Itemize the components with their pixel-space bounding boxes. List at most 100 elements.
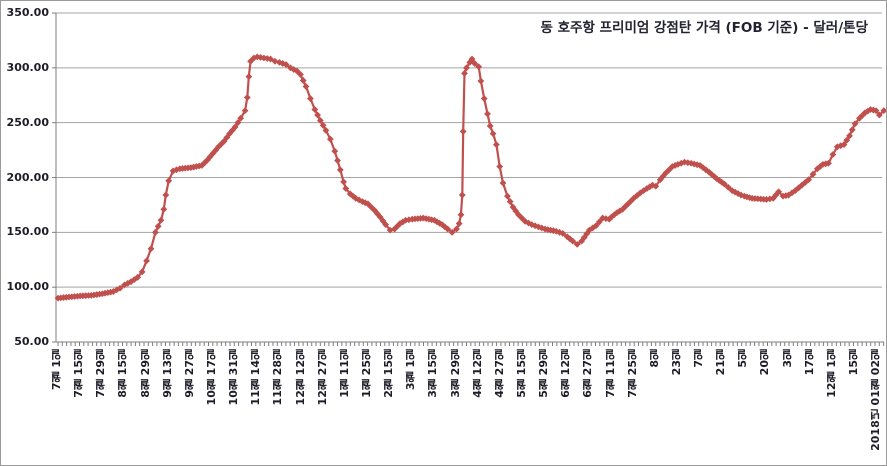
data-point-marker [314, 111, 321, 119]
x-axis-label: 9월 27일 [182, 349, 196, 398]
data-point-marker [206, 153, 214, 161]
data-point-marker [693, 161, 701, 169]
data-point-marker [825, 159, 832, 167]
data-point-marker [201, 159, 209, 167]
data-point-marker [243, 94, 251, 101]
y-axis-label: 350.00 [6, 6, 49, 19]
x-axis-label: 7일 [692, 349, 706, 368]
data-point-marker [334, 157, 341, 164]
data-point-marker [458, 191, 466, 199]
data-point-marker [382, 221, 390, 229]
x-axis-label: 1월 11일 [337, 349, 351, 398]
data-point-marker [775, 188, 783, 196]
data-point-marker [455, 220, 463, 227]
data-point-marker [237, 114, 245, 122]
x-axis-label: 8월 15일 [116, 349, 130, 398]
data-point-marker [109, 288, 117, 295]
y-axis-label: 50.00 [14, 335, 49, 348]
data-point-marker [257, 54, 264, 61]
data-point-marker [399, 218, 407, 226]
data-point-marker [840, 141, 848, 148]
data-point-marker [234, 119, 242, 127]
data-point-marker [160, 205, 168, 213]
data-point-marker [480, 95, 488, 102]
x-axis-label: 7월 1일 [50, 349, 63, 391]
data-point-marker [448, 228, 456, 236]
data-point-marker [737, 191, 745, 199]
data-point-marker [583, 230, 591, 238]
x-axis-label: 7월 29일 [94, 349, 108, 398]
data-point-marker [477, 77, 485, 85]
x-axis-label: 12월 27일 [315, 349, 329, 406]
data-point-marker [279, 60, 287, 67]
data-point-marker [322, 126, 330, 134]
x-axis-label: 6월 12일 [559, 349, 573, 398]
data-point-marker [809, 170, 817, 178]
y-axis-label: 150.00 [6, 225, 49, 239]
data-point-marker [302, 83, 310, 90]
data-point-marker [848, 126, 856, 134]
data-point-marker [282, 61, 290, 68]
data-point-marker [613, 209, 621, 216]
x-axis-label: 7월 25일 [625, 349, 639, 398]
y-axis-label: 100.00 [6, 280, 49, 294]
data-point-marker [134, 273, 142, 281]
data-point-marker [436, 219, 443, 227]
data-point-marker [355, 196, 363, 204]
x-axis-label: 23일 [669, 349, 683, 376]
data-point-marker [121, 281, 128, 289]
data-point-marker [271, 57, 279, 65]
data-point-marker [595, 218, 603, 226]
y-axis-label: 300.00 [6, 60, 49, 74]
x-axis-label: 20일 [758, 349, 772, 376]
data-point-marker [209, 149, 217, 157]
data-point-marker [592, 222, 600, 230]
x-axis-label: 17일 [802, 349, 816, 376]
data-point-marker [116, 284, 124, 292]
x-axis-label: 3월 29일 [448, 349, 462, 398]
data-point-marker [147, 245, 155, 253]
data-point-marker [228, 126, 236, 134]
data-point-marker [872, 107, 880, 115]
x-axis-label: 3월 1일 [404, 349, 418, 391]
data-point-marker [652, 182, 660, 190]
data-point-marker [336, 166, 344, 174]
data-point-marker [459, 128, 467, 135]
data-point-marker [875, 111, 883, 119]
data-point-marker [215, 143, 222, 151]
x-axis-label: 6월 27일 [581, 349, 595, 398]
data-point-marker [143, 257, 150, 265]
data-point-marker [475, 63, 483, 71]
data-point-marker [231, 123, 239, 131]
x-axis-label: 7월 15일 [72, 349, 86, 398]
data-point-marker [559, 230, 567, 237]
data-point-marker [361, 199, 369, 207]
data-point-marker [471, 60, 479, 67]
data-point-marker [444, 225, 452, 233]
data-point-marker [165, 177, 173, 185]
data-point-marker [713, 175, 721, 182]
x-axis-label: 11월 28일 [271, 349, 285, 406]
data-point-marker [843, 136, 851, 144]
data-point-marker [486, 122, 494, 130]
data-point-marker [373, 210, 381, 218]
data-point-marker [880, 107, 886, 115]
y-axis-label: 200.00 [6, 170, 49, 184]
data-point-marker [405, 216, 413, 224]
data-point-marker [833, 143, 841, 151]
data-point-marker [861, 109, 869, 117]
data-point-marker [162, 191, 170, 199]
x-axis-label: 8일 [647, 349, 661, 368]
data-point-marker [367, 203, 375, 211]
data-point-marker [241, 107, 249, 115]
x-axis-label: 8월 29일 [138, 349, 152, 398]
data-point-marker [371, 207, 379, 214]
data-series-markers [54, 53, 886, 302]
x-axis-label: 7월 11일 [603, 349, 617, 398]
x-axis-label: 15일 [847, 349, 861, 376]
data-point-marker [499, 179, 507, 187]
data-point-marker [492, 141, 500, 148]
data-point-marker [627, 197, 635, 205]
x-axis-label: 4월 12일 [470, 349, 484, 398]
